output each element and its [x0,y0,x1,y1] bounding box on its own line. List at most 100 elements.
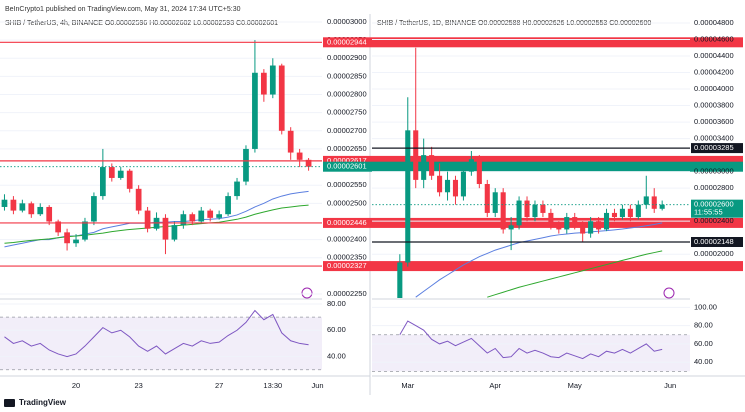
indicator-icon [663,287,675,299]
candle-body [540,204,546,213]
rsi-band [372,334,690,372]
candle-body [468,159,474,172]
candle-body [28,203,35,215]
candle-body [460,171,466,197]
y-tick-label: 0.00003400 [694,134,734,143]
candle-body [524,200,530,218]
y-tick-label: 0.00002700 [327,126,367,135]
candle-body [278,65,285,131]
x-tick-label: May [568,381,582,390]
candle-body [397,262,403,298]
y-tick-label: 0.00002550 [327,180,367,189]
candle-body [82,221,88,240]
candle-body [437,175,443,193]
candle-body [207,210,214,218]
candle-body [162,217,169,240]
rsi-line [4,309,309,358]
candle-body [532,204,538,218]
candle-body [234,181,240,197]
moving-average [415,222,663,298]
price-level-label: 0.00002148 [694,237,734,246]
candle-body [1,199,8,207]
candle-body [492,192,498,213]
footer-brand: TradingView [19,398,67,407]
candle-body [508,225,514,230]
y-tick-label: 60.00 [327,325,346,334]
x-tick-label: Jun [664,381,676,390]
candle-body [580,225,586,234]
candle-body [171,225,178,240]
candle-body [635,204,641,218]
plot-area [372,22,690,298]
candle-body [611,212,618,218]
candle-body [135,188,142,211]
candle-body [260,72,267,95]
candle-body [126,170,133,189]
candle-body [564,217,570,230]
y-tick-label: 80.00 [327,299,346,308]
rsi-line [399,320,663,360]
x-tick-label: 20 [72,381,80,390]
candle-body [180,214,187,226]
x-tick-label: Mar [401,381,414,390]
candle-body [603,212,610,230]
y-tick-label: 0.00002000 [694,249,734,258]
left-legend: SHIB / TetherUS, 4h, BINANCE O0.00002596… [5,20,278,27]
y-tick-label: 0.00002800 [694,183,734,192]
y-tick-label: 0.00002250 [327,289,367,298]
plot-area [0,21,322,295]
y-tick-label: 0.00002500 [327,198,367,207]
y-tick-label: 0.00002900 [327,53,367,62]
price-level-box [323,155,743,166]
rsi-band [0,317,322,370]
candle-body [144,210,151,229]
candle-body [99,167,106,197]
y-tick-label: 40.00 [327,352,346,361]
candle-body [588,221,594,234]
tradingview-logo [4,399,15,407]
y-tick-label: 0.00002400 [327,235,367,244]
candle-body [421,155,427,180]
price-level-box [691,237,743,247]
price-level-box [323,261,743,272]
candle-body [452,179,459,197]
price-level-box [323,37,743,48]
candle-body [252,72,258,149]
y-tick-label: 0.00002350 [327,253,367,262]
candle-body [572,217,578,226]
candle-body [243,148,249,182]
price-level-label: 0.00002327 [327,261,367,270]
x-tick-label: Apr [489,381,501,390]
candle-body [10,199,17,211]
candle-body [596,221,602,230]
candle-body [484,184,490,213]
candle-body [55,221,62,233]
candle-body [225,196,231,215]
candle-body [189,214,196,222]
y-tick-label: 0.00002800 [327,90,367,99]
y-tick-label: 0.00004800 [694,18,734,27]
y-tick-label: 0.00002750 [327,108,367,117]
price-level-label: 0.00002617 [327,156,367,165]
candle-body [73,239,79,244]
price-countdown: 11:55:55 [694,208,723,217]
y-tick-label: 0.00002650 [327,144,367,153]
price-level-box [323,161,743,172]
candle-body [413,130,419,180]
y-tick-label: 0.00003000 [327,17,367,26]
candle-body [643,196,649,205]
y-tick-label: 0.00003600 [694,117,734,126]
candle-body [659,204,665,209]
price-level-label: 0.00002446 [327,218,367,227]
y-tick-label: 100.00 [694,302,717,311]
x-tick-label: 27 [215,381,223,390]
candle-body [429,155,435,176]
candle-body [269,65,276,95]
y-tick-label: 60.00 [694,339,713,348]
price-level-label: 0.00002944 [327,37,367,46]
candle-body [91,196,97,222]
y-tick-label: 0.00004600 [694,34,734,43]
y-tick-label: 0.00003000 [694,167,734,176]
